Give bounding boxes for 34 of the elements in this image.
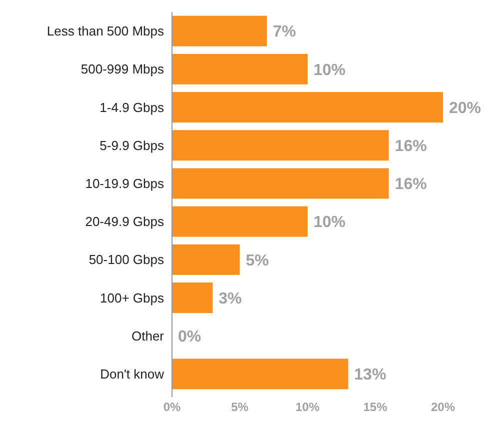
bar xyxy=(172,358,348,390)
x-tick-label: 10% xyxy=(295,400,320,414)
y-tick-label: Don't know xyxy=(100,366,165,382)
y-tick-label: Other xyxy=(131,328,165,344)
y-tick-label: 100+ Gbps xyxy=(100,290,164,306)
data-label: 10% xyxy=(314,62,346,79)
x-tick-label: 5% xyxy=(231,400,249,414)
y-tick-label: 50-100 Gbps xyxy=(88,252,164,268)
data-label: 16% xyxy=(394,138,427,155)
bar xyxy=(172,16,267,46)
bar xyxy=(172,168,389,199)
data-label: 10% xyxy=(314,214,346,232)
bar xyxy=(172,130,389,161)
data-label: 3% xyxy=(218,290,242,308)
x-tick-label: 15% xyxy=(363,400,388,414)
data-label: 7% xyxy=(272,24,296,41)
bar xyxy=(172,282,213,313)
data-label: 13% xyxy=(354,366,386,384)
x-tick-label: 0% xyxy=(163,400,181,414)
data-label: 0% xyxy=(178,328,202,346)
bar xyxy=(172,54,308,84)
x-tick-label: 20% xyxy=(430,400,456,414)
bar xyxy=(172,244,240,275)
data-label: 20% xyxy=(449,100,482,117)
y-tick-label: Less than 500 Mbps xyxy=(46,24,164,39)
y-tick-label: 5-9.9 Gbps xyxy=(100,138,164,153)
y-tick-label: 20-49.9 Gbps xyxy=(85,214,164,230)
bar xyxy=(172,92,443,122)
y-tick-label: 10-19.9 Gbps xyxy=(85,176,164,191)
y-tick-label: 500-999 Mbps xyxy=(80,62,164,77)
y-tick-label: 1-4.9 Gbps xyxy=(100,100,164,115)
bar xyxy=(172,206,308,237)
data-label: 16% xyxy=(394,176,427,194)
data-label: 5% xyxy=(246,252,269,270)
